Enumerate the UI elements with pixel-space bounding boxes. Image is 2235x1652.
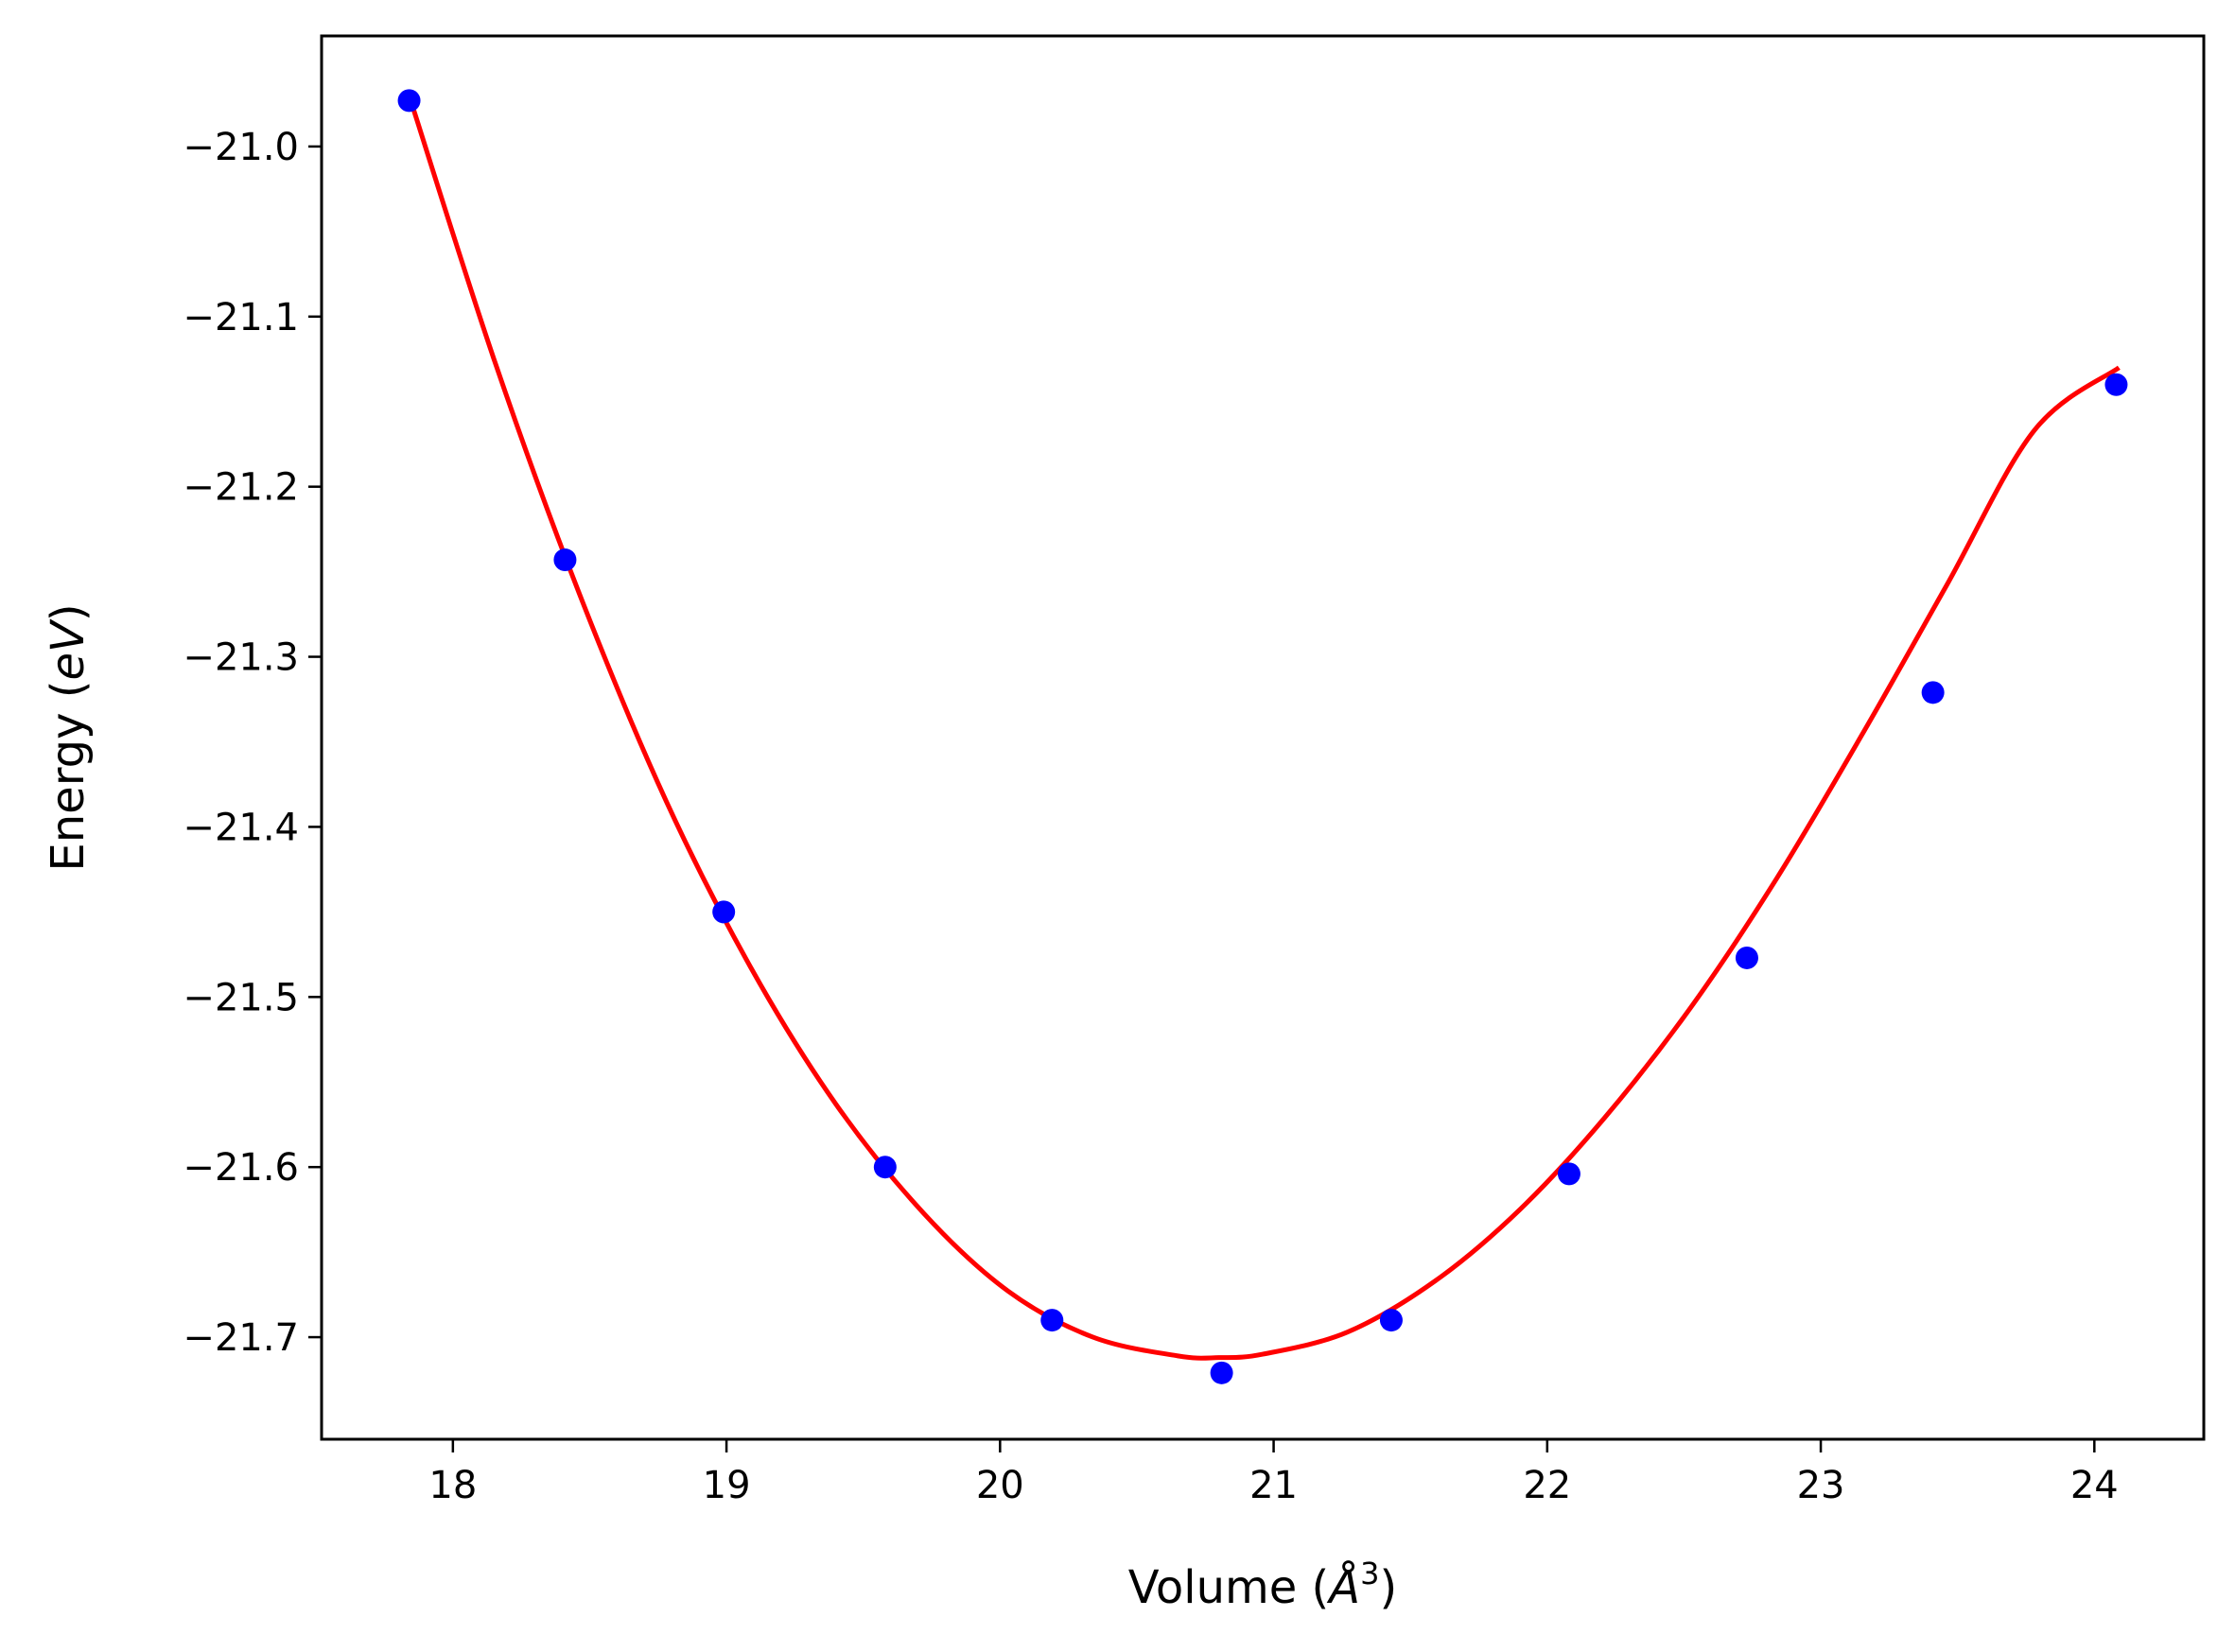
data-point — [2104, 373, 2128, 396]
data-point — [553, 548, 577, 572]
data-point — [1040, 1309, 1064, 1332]
data-point — [1735, 946, 1758, 969]
y-tick-label: −21.6 — [183, 1146, 299, 1190]
plot-area — [322, 36, 2204, 1439]
y-axis-label: Energy (eV) — [42, 603, 95, 871]
y-axis-ticks: −21.0 −21.1 −21.2 −21.3 −21.4 −21.5 −21.6 −21.7 — [183, 126, 322, 1360]
y-tick-label: −21.7 — [183, 1316, 299, 1360]
data-point — [397, 89, 421, 113]
data-point — [1210, 1361, 1233, 1384]
axes-frame — [320, 34, 2206, 1441]
y-tick-label: −21.3 — [183, 636, 299, 680]
x-tick-label: 19 — [703, 1464, 751, 1507]
x-tick-label: 23 — [1797, 1464, 1845, 1507]
data-point — [1921, 681, 1945, 704]
fit-curve-line — [407, 95, 2121, 1361]
x-axis-ticks: 18 19 20 21 22 23 24 — [428, 1439, 2119, 1507]
y-tick-label: −21.1 — [183, 296, 299, 339]
y-tick-label: −21.0 — [183, 126, 299, 169]
x-tick-label: 24 — [2070, 1464, 2119, 1507]
data-point — [1557, 1162, 1580, 1186]
x-axis-label: Volume (Å3) — [1128, 1556, 1397, 1614]
x-tick-label: 22 — [1523, 1464, 1571, 1507]
y-tick-label: −21.5 — [183, 976, 299, 1019]
y-tick-label: −21.2 — [183, 466, 299, 510]
y-tick-label: −21.4 — [183, 806, 299, 849]
x-tick-label: 21 — [1249, 1464, 1298, 1507]
x-tick-label: 18 — [428, 1464, 477, 1507]
x-tick-label: 20 — [976, 1464, 1024, 1507]
data-points-layer — [397, 89, 2128, 1384]
data-point — [712, 900, 736, 924]
data-point — [1379, 1309, 1403, 1332]
data-point — [873, 1156, 897, 1179]
fit-curve-layer — [407, 95, 2121, 1361]
